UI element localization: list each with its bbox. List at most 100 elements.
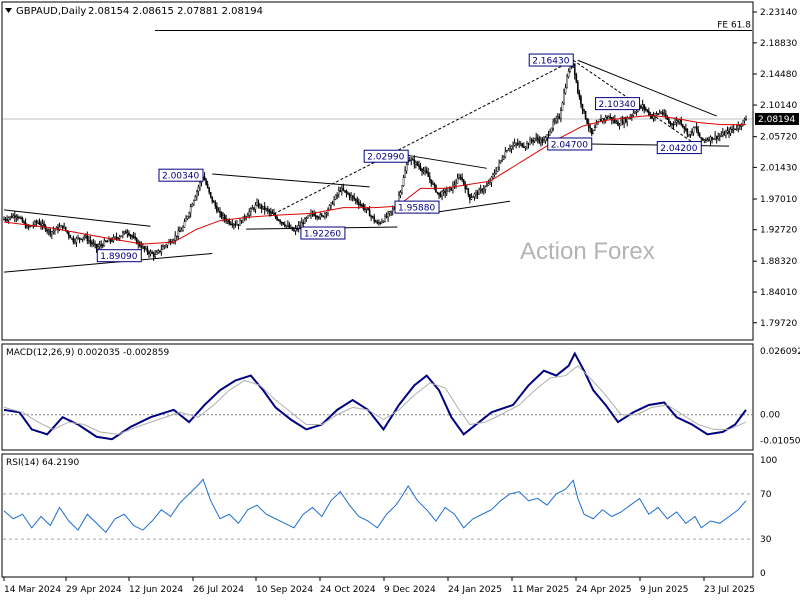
candle-body bbox=[203, 176, 206, 181]
candle-body bbox=[165, 245, 167, 247]
candle-body bbox=[37, 222, 39, 224]
candle-body bbox=[88, 240, 90, 242]
candle-body bbox=[404, 170, 406, 178]
candle-body bbox=[532, 140, 534, 142]
candle-body bbox=[211, 196, 214, 202]
candle-body bbox=[126, 232, 129, 235]
candle-body bbox=[132, 236, 135, 238]
candle-body bbox=[271, 212, 274, 214]
candle-body bbox=[6, 219, 8, 221]
candle-body bbox=[379, 222, 382, 224]
candle-body bbox=[617, 121, 619, 126]
candle-body bbox=[149, 251, 152, 255]
candle-body bbox=[578, 92, 581, 97]
price-label-box bbox=[595, 97, 641, 111]
candle-body bbox=[283, 224, 286, 227]
candle-body bbox=[3, 218, 5, 221]
candle-body bbox=[609, 116, 612, 119]
candle-body bbox=[695, 126, 698, 131]
candle-body bbox=[316, 215, 318, 218]
candle-body bbox=[304, 218, 306, 224]
candle-body bbox=[408, 160, 411, 162]
candle-body bbox=[337, 190, 340, 195]
candle-body bbox=[663, 113, 666, 115]
candle-body bbox=[262, 206, 264, 209]
price-label: 2.16430 bbox=[532, 57, 569, 67]
collapse-triangle-icon[interactable] bbox=[5, 8, 12, 13]
date-tick-label: 24 Jan 2025 bbox=[448, 585, 502, 595]
candle-body bbox=[290, 226, 292, 229]
candle-body bbox=[345, 190, 348, 194]
ma-line bbox=[3, 114, 746, 245]
candle-body bbox=[15, 216, 18, 218]
candle-body bbox=[166, 242, 169, 246]
candle-body bbox=[257, 202, 260, 208]
macd-title: MACD(12,26,9) 0.002035 -0.002859 bbox=[6, 348, 169, 358]
candle-body bbox=[183, 221, 186, 228]
candle-body bbox=[632, 112, 635, 116]
candle-body bbox=[10, 216, 13, 218]
macd-axis: 0.026092 0.00 -0.010509 bbox=[760, 347, 800, 447]
candle-body bbox=[416, 162, 419, 166]
candle-body bbox=[541, 139, 544, 143]
candle-body bbox=[206, 184, 209, 188]
candle-body bbox=[518, 143, 521, 145]
candle-body bbox=[399, 192, 402, 196]
candle-body bbox=[38, 222, 41, 225]
candle-body bbox=[83, 236, 86, 238]
price-label-box bbox=[300, 226, 346, 240]
trendlines bbox=[3, 59, 730, 273]
candle-body bbox=[391, 208, 394, 212]
candle-body bbox=[450, 187, 453, 191]
candle-body bbox=[219, 210, 221, 214]
candle-body bbox=[540, 139, 542, 143]
candle-body bbox=[634, 112, 636, 114]
candle-body bbox=[677, 120, 679, 123]
candle-body bbox=[589, 126, 591, 129]
price-tick-label: 2.10140 bbox=[760, 101, 797, 111]
candle-body bbox=[620, 120, 622, 126]
candle-body bbox=[669, 121, 672, 125]
candle-body bbox=[492, 174, 494, 178]
candle-body bbox=[140, 245, 143, 248]
candle-body bbox=[370, 215, 372, 218]
rsi-title: RSI(14) 64.2190 bbox=[6, 458, 79, 468]
candle-body bbox=[455, 183, 457, 186]
projection-line bbox=[269, 59, 574, 217]
candle-body bbox=[9, 216, 11, 219]
candle-body bbox=[422, 170, 425, 173]
candle-body bbox=[197, 187, 200, 192]
candle-body bbox=[694, 126, 696, 129]
candle-body bbox=[320, 214, 323, 217]
candle-body bbox=[550, 127, 553, 133]
date-tick-label: 14 Mar 2024 bbox=[4, 585, 61, 595]
candle-body bbox=[274, 214, 277, 218]
candle-body bbox=[543, 140, 545, 143]
date-tick-label: 24 Apr 2025 bbox=[576, 585, 632, 595]
candle-body bbox=[185, 218, 187, 222]
price-tick-label: 2.05720 bbox=[760, 133, 797, 143]
candle-body bbox=[367, 208, 369, 211]
candle-body bbox=[495, 171, 497, 174]
candle-body bbox=[641, 104, 644, 108]
candle-body bbox=[7, 217, 10, 221]
candle-body bbox=[317, 217, 320, 219]
macd-panel bbox=[1, 343, 754, 451]
candle-body bbox=[154, 254, 156, 257]
candle-body bbox=[194, 196, 197, 201]
candle-body bbox=[325, 212, 328, 215]
candle-body bbox=[365, 208, 368, 210]
candle-body bbox=[610, 117, 613, 121]
candle-body bbox=[742, 120, 744, 126]
candle-body bbox=[118, 236, 121, 239]
candle-body bbox=[688, 134, 690, 136]
candle-body bbox=[231, 223, 234, 226]
candle-body bbox=[493, 173, 496, 175]
candle-body bbox=[529, 139, 531, 145]
candle-body bbox=[134, 236, 136, 239]
candle-body bbox=[552, 121, 554, 129]
candle-body bbox=[464, 183, 467, 190]
candle-body bbox=[77, 237, 79, 240]
candle-body bbox=[573, 63, 576, 75]
candle-body bbox=[584, 110, 587, 120]
